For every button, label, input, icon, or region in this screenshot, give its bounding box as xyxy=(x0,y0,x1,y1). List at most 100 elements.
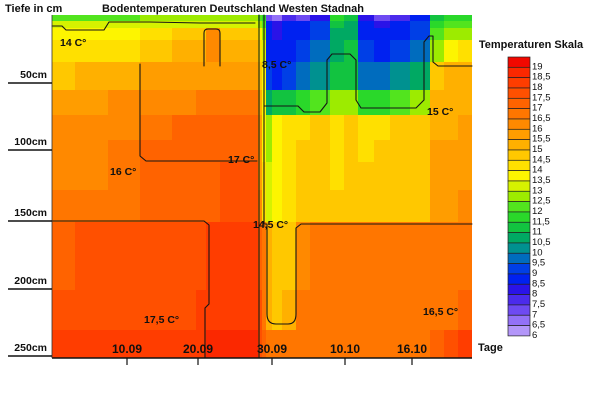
heatmap-cell xyxy=(430,140,444,162)
contour-value-label: 14,5 C° xyxy=(253,219,288,231)
legend-color-cell xyxy=(507,56,531,68)
heatmap-cell xyxy=(358,21,374,28)
heatmap-cell xyxy=(272,115,282,140)
x-tick-label: 30.09 xyxy=(257,342,287,356)
heatmap-cell xyxy=(390,115,410,140)
heatmap-cell xyxy=(310,15,330,21)
heatmap-cell xyxy=(282,15,296,21)
heatmap-cell xyxy=(52,330,75,358)
heatmap-cell xyxy=(220,15,242,21)
heatmap-cell xyxy=(242,28,258,40)
heatmap-cell xyxy=(206,40,220,62)
heatmap-cell xyxy=(266,290,272,330)
heatmap-cell xyxy=(310,162,330,190)
heatmap-cell xyxy=(410,222,430,255)
heatmap-cell xyxy=(196,162,206,190)
heatmap-cell xyxy=(374,15,390,21)
heatmap-cell xyxy=(374,162,390,190)
legend-color-cell xyxy=(507,149,531,161)
heatmap-cell xyxy=(172,62,196,90)
contour-value-label: 17 C° xyxy=(228,154,254,166)
heatmap-cell xyxy=(220,115,242,140)
legend-color-cell xyxy=(507,201,531,213)
heatmap-cell xyxy=(282,90,296,115)
heatmap-cell xyxy=(266,90,272,115)
heatmap-cell xyxy=(220,222,242,255)
heatmap-cell xyxy=(258,40,262,62)
heatmap-cell xyxy=(330,90,344,115)
legend-color-cell xyxy=(507,170,531,182)
heatmap-cell xyxy=(444,115,458,140)
legend-value-label: 13,5 xyxy=(532,175,551,186)
heatmap-cell xyxy=(242,330,258,358)
heatmap-cell xyxy=(75,290,108,330)
heatmap-cell xyxy=(258,162,262,190)
heatmap-cell xyxy=(296,40,310,62)
heatmap-cell xyxy=(444,190,458,222)
heatmap-cell xyxy=(266,115,272,140)
heatmap-cell xyxy=(344,290,358,330)
legend-value-label: 11 xyxy=(532,227,542,238)
heatmap-cell xyxy=(140,62,172,90)
heatmap-cell xyxy=(272,90,282,115)
heatmap-cell xyxy=(330,330,344,358)
heatmap-cell xyxy=(272,21,282,28)
heatmap-cell xyxy=(258,330,262,358)
heatmap-cell xyxy=(196,28,206,40)
heatmap-cell xyxy=(282,290,296,330)
heatmap-cell xyxy=(410,90,430,115)
heatmap-cell xyxy=(196,15,206,21)
heatmap-cell xyxy=(172,15,196,21)
heatmap-cell xyxy=(358,40,374,62)
heatmap-cell xyxy=(272,15,282,21)
heatmap-cell xyxy=(266,330,272,358)
heatmap-cell xyxy=(458,62,472,90)
contour-value-label: 14 C° xyxy=(60,37,86,49)
heatmap-cell xyxy=(206,330,220,358)
legend-color-cell xyxy=(507,66,531,79)
heatmap-cell xyxy=(410,140,430,162)
legend-color-cell xyxy=(507,159,531,171)
heatmap-cell xyxy=(258,290,262,330)
heatmap-cell xyxy=(330,162,344,190)
heatmap-cell xyxy=(282,28,296,40)
heatmap-cell xyxy=(75,162,108,190)
legend-value-label: 18,5 xyxy=(532,72,551,83)
heatmap-cell xyxy=(242,40,258,62)
heatmap-cell xyxy=(310,290,330,330)
heatmap-cell xyxy=(458,255,472,290)
heatmap-cell xyxy=(390,140,410,162)
heatmap-cell xyxy=(140,140,172,162)
heatmap-cell xyxy=(196,290,206,330)
heatmap-cell xyxy=(444,222,458,255)
heatmap-cell xyxy=(220,162,242,190)
heatmap-cell xyxy=(282,62,296,90)
heatmap-cell xyxy=(444,255,458,290)
contour-value-label: 16 C° xyxy=(110,166,136,178)
heatmap-cell xyxy=(220,40,242,62)
heatmap-cell xyxy=(266,190,272,222)
heatmap-cell xyxy=(458,290,472,330)
heatmap-cell xyxy=(390,190,410,222)
heatmap-cell xyxy=(374,21,390,28)
y-tick-label: 50cm xyxy=(20,69,47,81)
heatmap-cell xyxy=(206,62,220,90)
legend-color-cell xyxy=(507,118,531,130)
heatmap-cell xyxy=(458,15,472,21)
legend-value-label: 12,5 xyxy=(532,196,551,207)
heatmap-cell xyxy=(262,255,266,290)
heatmap-cell xyxy=(344,28,358,40)
heatmap-cell xyxy=(108,140,140,162)
heatmap-cell xyxy=(358,15,374,21)
legend-value-label: 10,5 xyxy=(532,237,551,248)
y-tick-label: 200cm xyxy=(14,275,47,287)
heatmap-cell xyxy=(140,21,172,28)
heatmap-cell xyxy=(172,21,196,28)
heatmap-cell xyxy=(330,115,344,140)
heatmap-cell xyxy=(266,40,272,62)
heatmap-cell xyxy=(272,62,282,90)
legend-color-cell xyxy=(507,128,531,140)
heatmap-cell xyxy=(75,90,108,115)
heatmap-cell xyxy=(242,21,258,28)
